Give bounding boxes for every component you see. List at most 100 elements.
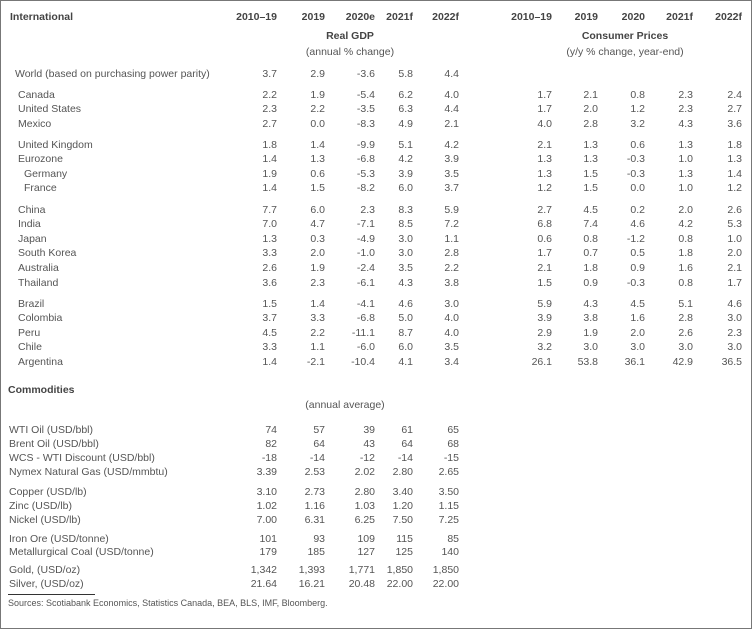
gdp-value: 0.3 bbox=[310, 233, 325, 245]
country-label: South Korea bbox=[18, 247, 77, 259]
cpi-value: 2.3 bbox=[678, 103, 693, 115]
commodity-value: 1.02 bbox=[256, 500, 277, 512]
gdp-value: 1.4 bbox=[262, 182, 277, 194]
gdp-value: -3.5 bbox=[356, 103, 375, 115]
commodity-value: 179 bbox=[259, 546, 277, 558]
gdp-value: 3.3 bbox=[262, 247, 277, 259]
gdp-value: -4.1 bbox=[356, 298, 375, 310]
cpi-value: -0.3 bbox=[626, 168, 645, 180]
cpi-value: 7.4 bbox=[583, 218, 598, 230]
gdp-value: -2.4 bbox=[356, 262, 375, 274]
gdp-value: 1.4 bbox=[310, 298, 325, 310]
gdp-value: 4.7 bbox=[310, 218, 325, 230]
cpi-value: 0.9 bbox=[583, 277, 598, 289]
gdp-value: 1.1 bbox=[310, 341, 325, 353]
commodity-value: 1,850 bbox=[386, 564, 413, 576]
cpi-value: 0.6 bbox=[537, 233, 552, 245]
gdp-value: 1.4 bbox=[262, 356, 277, 368]
gdp-value: 3.7 bbox=[444, 182, 459, 194]
cpi-value: 42.9 bbox=[672, 356, 693, 368]
gdp-value: 2.2 bbox=[444, 262, 459, 274]
cpi-value: 4.3 bbox=[678, 118, 693, 130]
cpi-value: 4.6 bbox=[630, 218, 645, 230]
commodity-value: 2.80 bbox=[392, 466, 413, 478]
gdp-value: 3.5 bbox=[444, 168, 459, 180]
cpi-value: 2.8 bbox=[678, 312, 693, 324]
commodity-value: 64 bbox=[401, 438, 413, 450]
country-label: Japan bbox=[18, 233, 47, 245]
cpi-value: 1.6 bbox=[630, 312, 645, 324]
cpi-value: 1.7 bbox=[537, 89, 552, 101]
cpi-value: 2.1 bbox=[727, 262, 742, 274]
cpi-value: 0.8 bbox=[630, 89, 645, 101]
cpi-value: 3.9 bbox=[537, 312, 552, 324]
cpi-value: 4.5 bbox=[630, 298, 645, 310]
gdp-value: 2.2 bbox=[310, 327, 325, 339]
gdp-value: 4.0 bbox=[444, 89, 459, 101]
country-label: Canada bbox=[18, 89, 55, 101]
cpi-value: 1.5 bbox=[537, 277, 552, 289]
gdp-value: 5.0 bbox=[398, 312, 413, 324]
country-label: World (based on purchasing power parity) bbox=[15, 68, 210, 80]
gdp-column-header: 2010–19 bbox=[236, 11, 277, 23]
commodity-value: 1.16 bbox=[304, 500, 325, 512]
sources-rule bbox=[8, 594, 95, 595]
cpi-value: 2.1 bbox=[537, 139, 552, 151]
commodity-value: 3.50 bbox=[438, 486, 459, 498]
cpi-value: 2.6 bbox=[727, 204, 742, 216]
gdp-value: -11.1 bbox=[351, 327, 375, 339]
commodity-value: 125 bbox=[395, 546, 413, 558]
cpi-value: 2.6 bbox=[678, 327, 693, 339]
commodity-value: 115 bbox=[396, 533, 413, 545]
cpi-value: 0.8 bbox=[583, 233, 598, 245]
gdp-value: 2.2 bbox=[262, 89, 277, 101]
country-label: Brazil bbox=[18, 298, 45, 310]
gdp-value: 4.2 bbox=[444, 139, 459, 151]
gdp-value: 1.3 bbox=[310, 153, 325, 165]
cpi-value: 53.8 bbox=[577, 356, 598, 368]
cpi-value: 1.8 bbox=[583, 262, 598, 274]
commodity-value: 22.00 bbox=[386, 578, 413, 590]
commodity-value: 82 bbox=[265, 438, 277, 450]
gdp-value: 4.4 bbox=[444, 68, 459, 80]
commodity-value: 64 bbox=[313, 438, 325, 450]
cpi-value: 1.3 bbox=[727, 153, 742, 165]
cpi-value: 4.6 bbox=[727, 298, 742, 310]
commodity-value: 101 bbox=[259, 533, 277, 545]
commodity-value: 68 bbox=[447, 438, 459, 450]
country-label: France bbox=[24, 182, 57, 194]
cpi-value: 3.6 bbox=[727, 118, 742, 130]
cpi-value: 3.2 bbox=[537, 341, 552, 353]
gdp-value: 2.1 bbox=[444, 118, 459, 130]
cpi-value: 2.4 bbox=[727, 89, 742, 101]
cpi-value: 26.1 bbox=[531, 356, 552, 368]
gdp-value: -5.3 bbox=[356, 168, 375, 180]
cpi-value: 2.0 bbox=[630, 327, 645, 339]
gdp-value: 2.8 bbox=[444, 247, 459, 259]
commodity-value: 1.15 bbox=[438, 500, 459, 512]
sources-note: Sources: Scotiabank Economics, Statistic… bbox=[8, 598, 328, 608]
cpi-value: 1.2 bbox=[630, 103, 645, 115]
gdp-value: 3.9 bbox=[444, 153, 459, 165]
cpi-value: 4.2 bbox=[678, 218, 693, 230]
gdp-value: 1.9 bbox=[262, 168, 277, 180]
gdp-value: 1.4 bbox=[310, 139, 325, 151]
cpi-value: -0.3 bbox=[626, 277, 645, 289]
cpi-subheading: (y/y % change, year-end) bbox=[566, 46, 684, 58]
cpi-value: 5.1 bbox=[678, 298, 693, 310]
cpi-value: 2.3 bbox=[727, 327, 742, 339]
gdp-value: 2.9 bbox=[310, 68, 325, 80]
commodity-value: 3.40 bbox=[392, 486, 413, 498]
gdp-value: 5.9 bbox=[444, 204, 459, 216]
commodity-label: Zinc (USD/lb) bbox=[9, 500, 73, 512]
gdp-value: -1.0 bbox=[356, 247, 375, 259]
gdp-value: 7.7 bbox=[262, 204, 277, 216]
commodity-value: 6.25 bbox=[354, 514, 375, 526]
gdp-value: 1.5 bbox=[310, 182, 325, 194]
gdp-value: -8.3 bbox=[356, 118, 375, 130]
commodity-label: Brent Oil (USD/bbl) bbox=[9, 438, 99, 450]
commodity-value: 185 bbox=[307, 546, 325, 558]
cpi-value: 1.8 bbox=[727, 139, 742, 151]
gdp-value: 0.0 bbox=[310, 118, 325, 130]
cpi-value: 1.4 bbox=[727, 168, 742, 180]
